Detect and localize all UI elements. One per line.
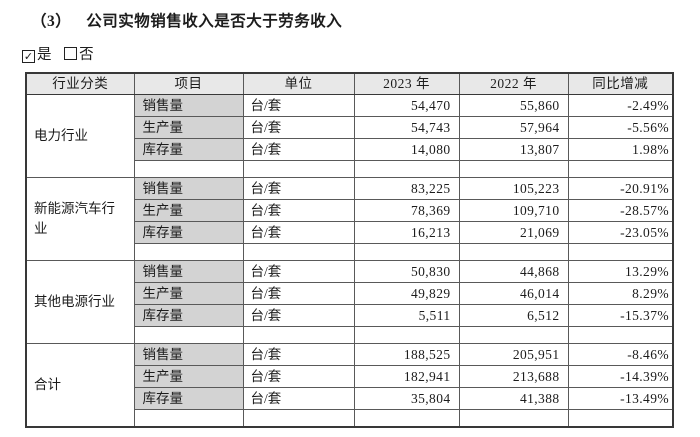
- value-2023-cell: 78,369: [353, 199, 460, 222]
- value-2022-cell: 55,860: [458, 94, 569, 117]
- section-title: （3） 公司实物销售收入是否大于劳务收入: [31, 9, 342, 31]
- change-cell: -28.57%: [567, 199, 674, 222]
- item-cell: 销售量: [133, 343, 244, 366]
- table-row: 电力行业 销售量 台/套 54,470 55,860 -2.49%: [25, 94, 674, 178]
- unchecked-checkbox-icon[interactable]: [64, 47, 78, 60]
- value-2022-cell: 213,688: [458, 365, 569, 388]
- value-2023-cell: 188,525: [353, 343, 460, 366]
- change-cell: -23.05%: [567, 221, 674, 244]
- table-row: 生产量 台/套 54,743 57,964 -5.56%: [26, 116, 674, 139]
- unit-cell: 台/套: [242, 387, 355, 410]
- item-cell: 库存量: [133, 304, 244, 327]
- yes-label: 是: [37, 47, 52, 63]
- answer-checkboxes: ✓ 是 否: [22, 43, 103, 64]
- checked-checkbox-icon[interactable]: ✓: [22, 50, 35, 63]
- item-cell: 库存量: [133, 221, 244, 244]
- spacer-row: [26, 160, 674, 178]
- unit-cell: 台/套: [242, 343, 355, 366]
- item-cell: 销售量: [133, 260, 244, 283]
- value-2022-cell: 44,868: [458, 260, 569, 283]
- no-checkbox[interactable]: 否: [64, 47, 94, 63]
- unit-cell: 台/套: [242, 221, 355, 244]
- header-change: 同比增减: [567, 72, 674, 95]
- change-cell: -8.46%: [567, 343, 674, 366]
- item-cell: 销售量: [133, 177, 244, 200]
- item-cell: 生产量: [133, 116, 244, 139]
- header-2022: 2022 年: [458, 72, 569, 95]
- spacer-row: [26, 409, 674, 428]
- header-industry: 行业分类: [25, 72, 135, 95]
- table-row: 合计 销售量 台/套 188,525 205,951 -8.46%: [25, 343, 674, 428]
- change-cell: 8.29%: [567, 282, 674, 305]
- change-cell: -5.56%: [567, 116, 674, 139]
- header-unit: 单位: [242, 72, 355, 95]
- item-cell: 生产量: [133, 199, 244, 222]
- value-2023-cell: 83,225: [353, 177, 460, 200]
- item-cell: 库存量: [133, 387, 244, 410]
- yes-checkbox[interactable]: ✓ 是: [22, 47, 52, 63]
- value-2023-cell: 50,830: [353, 260, 460, 283]
- value-2023-cell: 182,941: [353, 365, 460, 388]
- table-row: 新能源汽车行业 销售量 台/套 83,225 105,223 -20.91%: [25, 177, 674, 261]
- change-cell: -13.49%: [567, 387, 674, 410]
- unit-cell: 台/套: [242, 282, 355, 305]
- value-2022-cell: 46,014: [458, 282, 569, 305]
- value-2022-cell: 105,223: [458, 177, 569, 200]
- industry-cell: 新能源汽车行业: [25, 177, 135, 261]
- item-cell: 库存量: [133, 138, 244, 161]
- unit-cell: 台/套: [242, 177, 355, 200]
- table-row: 生产量 台/套 182,941 213,688 -14.39%: [26, 365, 674, 388]
- item-cell: 生产量: [133, 365, 244, 388]
- industry-cell: 合计: [25, 343, 135, 428]
- value-2023-cell: 54,470: [353, 94, 460, 117]
- unit-cell: 台/套: [242, 199, 355, 222]
- section-title-text: 公司实物销售收入是否大于劳务收入: [86, 13, 343, 30]
- item-cell: 生产量: [133, 282, 244, 305]
- unit-cell: 台/套: [242, 138, 355, 161]
- unit-cell: 台/套: [242, 116, 355, 139]
- spacer-row: [26, 243, 674, 261]
- value-2022-cell: 6,512: [458, 304, 569, 327]
- table-row: 生产量 台/套 78,369 109,710 -28.57%: [26, 199, 674, 222]
- change-cell: -14.39%: [567, 365, 674, 388]
- industry-cell: 电力行业: [25, 94, 135, 178]
- table-row: 库存量 台/套 14,080 13,807 1.98%: [26, 138, 674, 161]
- value-2023-cell: 49,829: [353, 282, 460, 305]
- unit-cell: 台/套: [242, 304, 355, 327]
- value-2022-cell: 109,710: [458, 199, 569, 222]
- industry-cell: 其他电源行业: [25, 260, 135, 344]
- change-cell: 13.29%: [567, 260, 674, 283]
- header-item: 项目: [133, 72, 244, 95]
- header-2023: 2023 年: [353, 72, 460, 95]
- value-2022-cell: 13,807: [458, 138, 569, 161]
- sales-volume-table: 行业分类 项目 单位 2023 年 2022 年 同比增减 电力行业 销售量 台…: [25, 72, 674, 428]
- value-2023-cell: 14,080: [353, 138, 460, 161]
- no-label: 否: [79, 47, 94, 63]
- change-cell: -2.49%: [567, 94, 674, 117]
- value-2023-cell: 5,511: [353, 304, 460, 327]
- table-header-row: 行业分类 项目 单位 2023 年 2022 年 同比增减: [25, 72, 674, 95]
- unit-cell: 台/套: [242, 365, 355, 388]
- value-2022-cell: 205,951: [458, 343, 569, 366]
- value-2023-cell: 54,743: [353, 116, 460, 139]
- change-cell: 1.98%: [567, 138, 674, 161]
- unit-cell: 台/套: [242, 94, 355, 117]
- unit-cell: 台/套: [242, 260, 355, 283]
- change-cell: -15.37%: [567, 304, 674, 327]
- table-row: 库存量 台/套 35,804 41,388 -13.49%: [26, 387, 674, 410]
- value-2022-cell: 57,964: [458, 116, 569, 139]
- table-row: 生产量 台/套 49,829 46,014 8.29%: [26, 282, 674, 305]
- table-row: 其他电源行业 销售量 台/套 50,830 44,868 13.29%: [25, 260, 674, 344]
- item-cell: 销售量: [133, 94, 244, 117]
- table-row: 库存量 台/套 5,511 6,512 -15.37%: [26, 304, 674, 327]
- value-2022-cell: 41,388: [458, 387, 569, 410]
- section-number: （3）: [31, 13, 72, 30]
- value-2023-cell: 35,804: [353, 387, 460, 410]
- change-cell: -20.91%: [567, 177, 674, 200]
- value-2022-cell: 21,069: [458, 221, 569, 244]
- value-2023-cell: 16,213: [353, 221, 460, 244]
